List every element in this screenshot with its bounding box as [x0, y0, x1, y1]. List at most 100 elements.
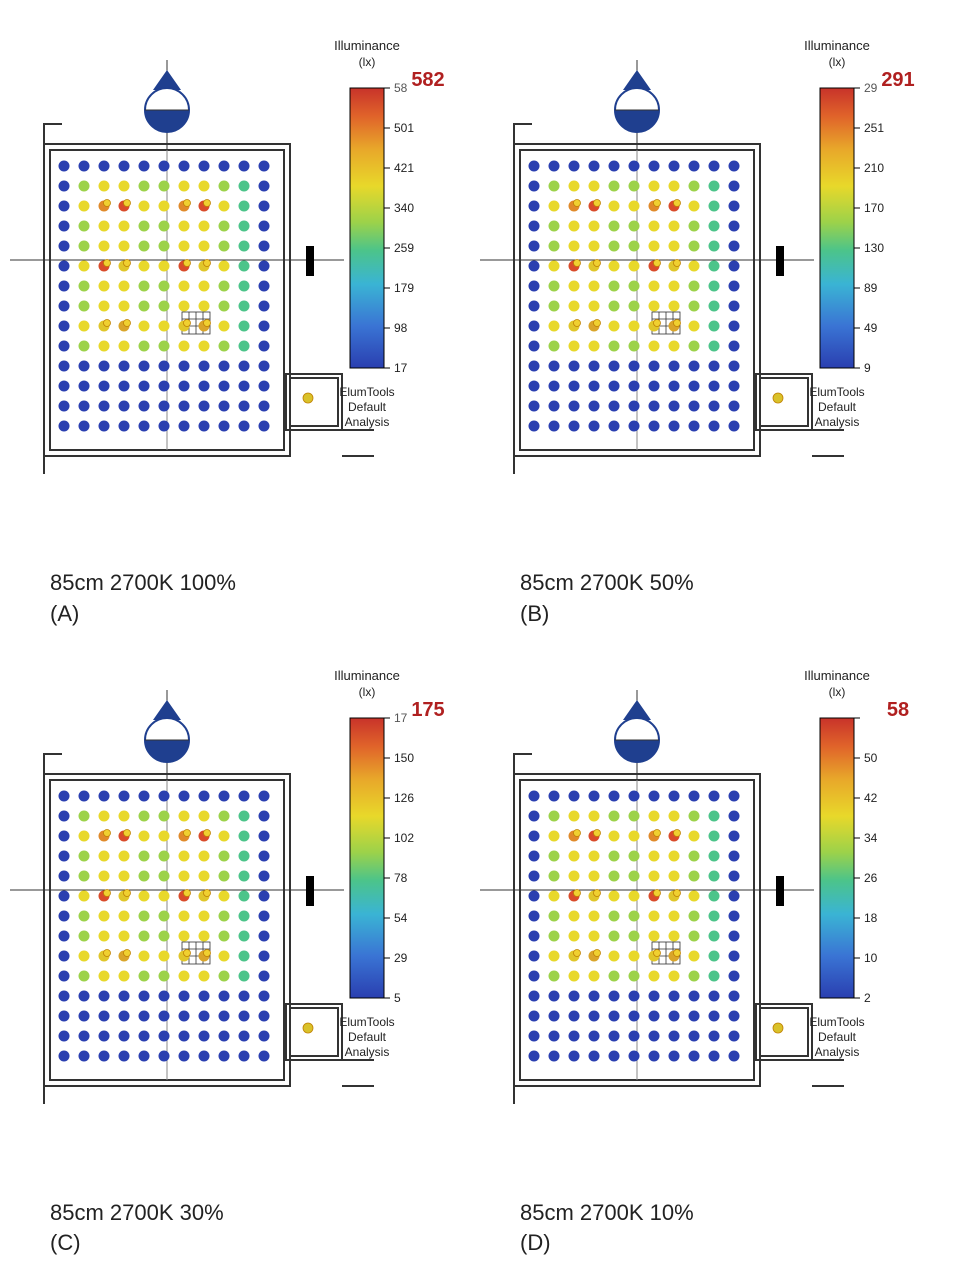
- illuminance-dot: [59, 421, 70, 432]
- illuminance-dot: [589, 930, 600, 941]
- illuminance-dot: [609, 790, 620, 801]
- illuminance-dot: [649, 281, 660, 292]
- illuminance-dot: [79, 281, 90, 292]
- illuminance-dot: [139, 301, 150, 312]
- illuminance-dot: [689, 790, 700, 801]
- illuminance-dot: [709, 181, 720, 192]
- illuminance-dot: [729, 201, 740, 212]
- illuminance-dot: [649, 930, 660, 941]
- panel-C: Illuminance (lx) 171501261027854295 175 …: [10, 650, 480, 1260]
- illuminance-dot: [709, 890, 720, 901]
- illuminance-dot: [179, 810, 190, 821]
- illuminance-dot: [689, 890, 700, 901]
- illuminance-dot: [99, 301, 110, 312]
- illuminance-dot: [259, 301, 270, 312]
- illuminance-dot: [709, 221, 720, 232]
- illuminance-dot: [159, 830, 170, 841]
- illuminance-dot: [99, 341, 110, 352]
- caption-line2: (A): [50, 599, 480, 630]
- illuminance-dot: [219, 161, 230, 172]
- illuminance-dot: [239, 261, 250, 272]
- luminaire-marker: [124, 949, 131, 956]
- illuminance-dot: [239, 950, 250, 961]
- illuminance-dot: [259, 990, 270, 1001]
- illuminance-dot: [159, 181, 170, 192]
- illuminance-dot: [529, 341, 540, 352]
- illuminance-dot: [139, 361, 150, 372]
- illuminance-dot: [649, 181, 660, 192]
- illuminance-dot: [709, 341, 720, 352]
- illuminance-dot: [729, 181, 740, 192]
- panel-svg: Illuminance (lx) 585014213402591799817 5…: [10, 20, 480, 560]
- illuminance-dot: [729, 790, 740, 801]
- illuminance-dot: [549, 161, 560, 172]
- illuminance-dot: [139, 930, 150, 941]
- dot-grid: [59, 790, 270, 1061]
- legend-tick-label: 78: [394, 871, 408, 885]
- illuminance-dot: [219, 850, 230, 861]
- illuminance-dot: [529, 890, 540, 901]
- illuminance-dot: [139, 161, 150, 172]
- luminaire-marker: [674, 829, 681, 836]
- illuminance-dot: [609, 261, 620, 272]
- illuminance-dot: [79, 341, 90, 352]
- illuminance-dot: [709, 1030, 720, 1041]
- illuminance-dot: [549, 281, 560, 292]
- illuminance-dot: [549, 241, 560, 252]
- illuminance-dot: [569, 990, 580, 1001]
- illuminance-dot: [729, 950, 740, 961]
- luminaire-marker: [184, 200, 191, 207]
- illuminance-dot: [179, 241, 190, 252]
- legend-footer: Analysis: [815, 1045, 860, 1059]
- illuminance-dot: [609, 830, 620, 841]
- illuminance-dot: [239, 181, 250, 192]
- illuminance-dot: [609, 1030, 620, 1041]
- illuminance-dot: [729, 850, 740, 861]
- illuminance-dot: [589, 1030, 600, 1041]
- illuminance-dot: [529, 181, 540, 192]
- illuminance-dot: [139, 341, 150, 352]
- illuminance-dot: [729, 830, 740, 841]
- illuminance-dot: [549, 321, 560, 332]
- illuminance-dot: [549, 1050, 560, 1061]
- illuminance-dot: [529, 421, 540, 432]
- legend-unit: (lx): [829, 55, 846, 69]
- illuminance-dot: [569, 970, 580, 981]
- illuminance-dot: [529, 161, 540, 172]
- illuminance-dot: [179, 281, 190, 292]
- illuminance-dot: [259, 1030, 270, 1041]
- luminaire-marker: [674, 949, 681, 956]
- illuminance-dot: [689, 281, 700, 292]
- illuminance-dot: [199, 221, 210, 232]
- legend-footer: Analysis: [815, 415, 860, 429]
- illuminance-dot: [569, 401, 580, 412]
- illuminance-dot: [179, 870, 190, 881]
- legend: Illuminance (lx) 2925121017013089499 291…: [804, 38, 915, 429]
- illuminance-dot: [239, 1010, 250, 1021]
- illuminance-dot: [119, 281, 130, 292]
- illuminance-dot: [119, 421, 130, 432]
- illuminance-dot: [689, 830, 700, 841]
- illuminance-dot: [199, 970, 210, 981]
- legend-tick-label: 17: [394, 711, 408, 725]
- illuminance-dot: [79, 810, 90, 821]
- illuminance-dot: [549, 990, 560, 1001]
- illuminance-dot: [529, 790, 540, 801]
- illuminance-dot: [689, 1030, 700, 1041]
- illuminance-dot: [649, 241, 660, 252]
- illuminance-dot: [179, 161, 190, 172]
- illuminance-dot: [59, 321, 70, 332]
- illuminance-dot: [529, 970, 540, 981]
- illuminance-dot: [669, 341, 680, 352]
- luminaire-marker: [654, 320, 661, 327]
- illuminance-dot: [569, 810, 580, 821]
- legend-colorbar: [350, 718, 384, 998]
- illuminance-dot: [199, 161, 210, 172]
- illuminance-dot: [239, 1050, 250, 1061]
- illuminance-dot: [529, 1030, 540, 1041]
- illuminance-dot: [609, 341, 620, 352]
- illuminance-dot: [159, 810, 170, 821]
- illuminance-dot: [159, 221, 170, 232]
- illuminance-dot: [549, 790, 560, 801]
- legend-footer: Analysis: [345, 1045, 390, 1059]
